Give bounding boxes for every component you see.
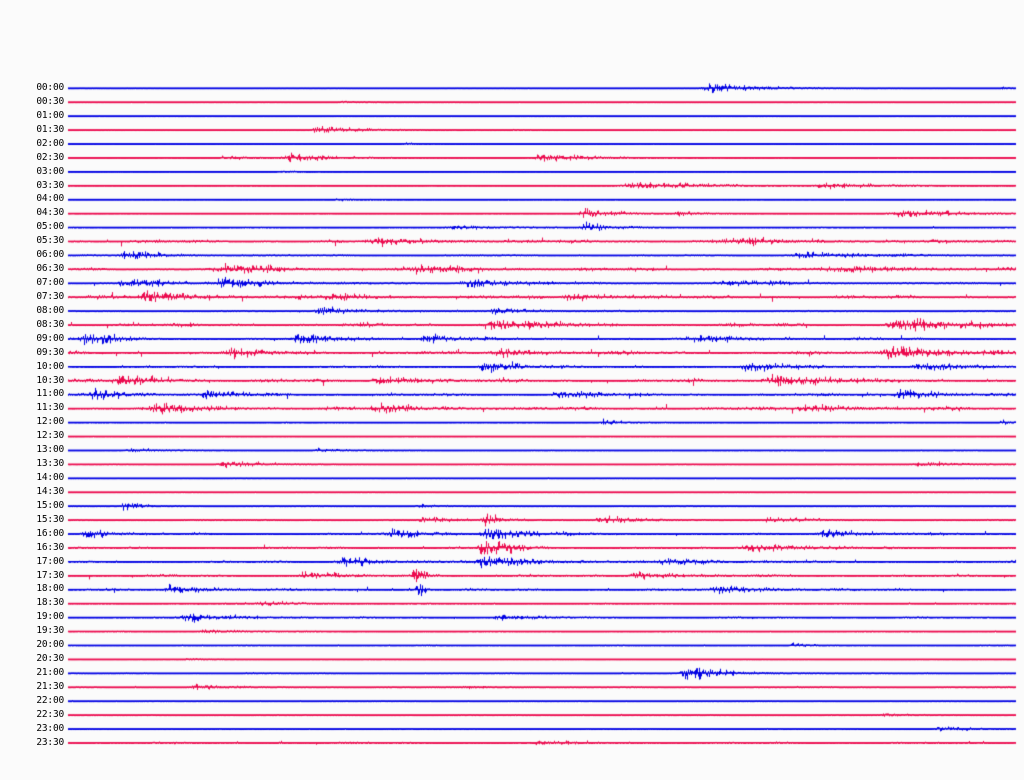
time-label: 07:30 [36,290,64,302]
time-label: 08:00 [36,304,64,316]
time-label: 23:30 [36,736,64,748]
time-label: 14:00 [36,472,64,484]
time-label: 05:00 [36,221,64,233]
time-label: 14:30 [36,485,64,497]
time-label: 06:00 [36,249,64,261]
time-label: 02:30 [36,151,64,163]
time-label: 16:30 [36,541,64,553]
time-label: 11:00 [36,388,64,400]
time-label: 13:00 [36,444,64,456]
time-label: 18:00 [36,583,64,595]
time-label: 17:30 [36,569,64,581]
time-label: 23:00 [36,722,64,734]
time-label: 17:00 [36,555,64,567]
time-label: 22:00 [36,694,64,706]
time-label: 22:30 [36,708,64,720]
time-label: 16:00 [36,527,64,539]
time-label: 12:30 [36,430,64,442]
time-label: 13:30 [36,458,64,470]
time-label: 09:30 [36,346,64,358]
time-label: 19:30 [36,625,64,637]
time-label: 20:30 [36,653,64,665]
time-label: 06:30 [36,263,64,275]
time-label: 19:00 [36,611,64,623]
time-label: 10:30 [36,374,64,386]
time-label: 00:30 [36,95,64,107]
time-label: 20:00 [36,639,64,651]
time-label: 07:00 [36,277,64,289]
time-label: 01:00 [36,109,64,121]
time-label: 05:30 [36,235,64,247]
time-label: 00:00 [36,82,64,93]
time-label: 15:00 [36,499,64,511]
time-label: 08:30 [36,318,64,330]
time-label: 03:00 [36,165,64,177]
time-label: 04:00 [36,193,64,205]
time-label: 21:30 [36,680,64,692]
time-label: 04:30 [36,207,64,219]
time-label: 12:00 [36,416,64,428]
time-label: 09:00 [36,332,64,344]
time-label: 03:30 [36,179,64,191]
time-label: 21:00 [36,667,64,679]
time-label: 15:30 [36,513,64,525]
time-label: 18:30 [36,597,64,609]
time-label: 01:30 [36,123,64,135]
time-label: 11:30 [36,402,64,414]
time-axis: 00:00 00:30 01:00 01:30 02:00 02:30 03:00 03:30… [0,0,68,780]
time-label: 10:00 [36,360,64,372]
time-label: 02:00 [36,137,64,149]
